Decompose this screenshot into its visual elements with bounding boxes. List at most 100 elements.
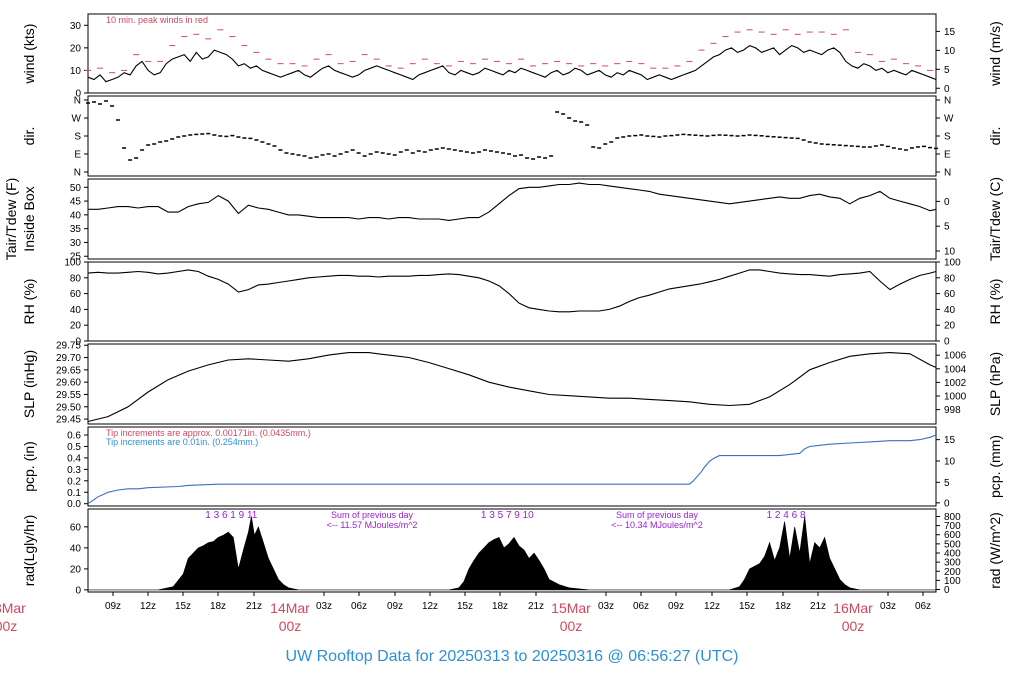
x-tick-label: 21z	[528, 601, 544, 612]
rad-sum-note-title: Sum of previous day	[331, 510, 414, 520]
pcp-ytick-left: 0.0	[67, 499, 81, 510]
rh-ytick-left: 20	[70, 321, 82, 332]
x-tick-label: 09z	[668, 601, 684, 612]
pcp-annotation-approx: Tip increments are approx. 0.00171in. (0…	[106, 428, 311, 438]
x-tick-label: 15z	[739, 601, 755, 612]
x-tick-label: 12z	[704, 601, 720, 612]
slp-frame	[87, 343, 937, 425]
rh-ytick-left: 80	[70, 273, 82, 284]
slp-ytick-right: 1002	[944, 378, 967, 389]
x-day-label: 16Mar	[833, 600, 873, 616]
pcp-ytick-left: 0.3	[67, 465, 81, 476]
rad-sum-note-value: <-- 11.57 MJoules/m^2	[327, 520, 418, 530]
rh-ytick-left: 60	[70, 289, 82, 300]
slp-ytick-left: 29.75	[56, 341, 81, 352]
rh-ytick-left: 0	[75, 337, 81, 348]
rh-ytick-left: 100	[64, 258, 81, 269]
x-tick-label: 03z	[598, 601, 614, 612]
slp-ytick-right: 1000	[944, 392, 967, 403]
x-tick-label: 21z	[246, 601, 262, 612]
rh-ytick-right: 100	[944, 258, 961, 269]
rad-ytick-right: 600	[944, 530, 961, 541]
wind-annotation: 10 min. peak winds in red	[106, 15, 208, 25]
slp-ytick-left: 29.55	[56, 390, 81, 401]
rh-ytick-right: 60	[944, 289, 956, 300]
wind-ytick-right: 15	[944, 27, 956, 38]
tair-ytick-left: 30	[70, 238, 82, 249]
pcp-frame	[87, 426, 937, 507]
slp-ytick-left: 29.50	[56, 402, 81, 413]
rad-ytick-left: 0	[75, 585, 81, 596]
wind-ylabel-left: wind (kts)	[21, 24, 37, 85]
pcp-ytick-right: 5	[944, 478, 950, 489]
wind-ylabel-right: wind (m/s)	[987, 21, 1003, 87]
rh-ytick-left: 40	[70, 305, 82, 316]
tair-ytick-right: 5	[944, 222, 950, 233]
rh-ytick-right: 80	[944, 273, 956, 284]
rad-frame	[87, 508, 937, 593]
slp-ytick-left: 29.45	[56, 415, 81, 426]
rad-ytick-right: 0	[944, 585, 950, 596]
x-tick-label: 18z	[775, 601, 791, 612]
tair-line	[88, 182, 937, 221]
pcp-ytick-left: 0.1	[67, 488, 81, 499]
dir-ytick-right: E	[944, 150, 951, 161]
rad-hour-marks: 1 3 6 1 9 11	[205, 510, 258, 521]
wind-ytick-right: 10	[944, 46, 956, 57]
tair-ytick-left: 45	[70, 197, 82, 208]
rad-ytick-left: 40	[70, 543, 82, 554]
dir-ytick-left: N	[74, 168, 81, 179]
rad-ytick-right: 700	[944, 521, 961, 532]
tair-ytick-right: 10	[944, 247, 956, 258]
x-tick-label: 12z	[140, 601, 156, 612]
rad-ytick-right: 800	[944, 512, 961, 523]
pcp-ylabel-right: pcp. (mm)	[987, 435, 1003, 498]
pcp-ytick-left: 0.5	[67, 442, 81, 453]
rad-ytick-left: 20	[70, 564, 82, 575]
dir-ytick-left: S	[74, 132, 81, 143]
wind-ytick-left: 30	[70, 21, 82, 32]
x-day-label: 15Mar	[551, 600, 591, 616]
rh-ylabel-left: RH (%)	[21, 279, 37, 325]
slp-line	[87, 352, 937, 423]
x-tick-label: 03z	[316, 601, 332, 612]
x-day-hour-label: 00z	[560, 618, 583, 634]
pcp-ytick-right: 10	[944, 456, 956, 467]
slp-ytick-left: 29.70	[56, 353, 81, 364]
tair-ylabel-left: Inside Box	[21, 186, 37, 251]
dir-ytick-left: W	[72, 114, 82, 125]
dir-ytick-right: S	[944, 132, 951, 143]
x-day-hour-label: 00z	[0, 618, 17, 634]
rh-ytick-right: 40	[944, 305, 956, 316]
tair-ytick-left: 35	[70, 224, 82, 235]
dir-ytick-left: N	[74, 96, 81, 107]
wind-ytick-left: 10	[70, 66, 82, 77]
rad-sum-note-title: Sum of previous day	[616, 510, 699, 520]
rad-hour-marks: 1 2 4 6 8	[767, 510, 806, 521]
x-tick-label: 15z	[175, 601, 191, 612]
wind-ytick-left: 20	[70, 43, 82, 54]
slp-ylabel-left: SLP (inHg)	[21, 350, 37, 418]
x-tick-label: 06z	[915, 601, 931, 612]
wind-ytick-left: 0	[75, 89, 81, 100]
slp-ytick-right: 1006	[944, 351, 967, 362]
x-tick-label: 09z	[387, 601, 403, 612]
rh-ytick-right: 20	[944, 321, 956, 332]
tair-frame	[87, 178, 937, 260]
rad-hour-marks: 1 3 5 7 9 10	[481, 510, 534, 521]
dir-ytick-right: N	[944, 96, 951, 107]
x-tick-label: 09z	[105, 601, 121, 612]
rad-ytick-right: 200	[944, 567, 961, 578]
x-tick-label: 12z	[422, 601, 438, 612]
rad-area	[87, 516, 937, 591]
tair-ylabel-left: Tair/Tdew (F)	[3, 178, 19, 260]
x-tick-label: 18z	[492, 601, 508, 612]
rad-sum-note-value: <-- 10.34 MJoules/m^2	[611, 520, 703, 530]
x-day-hour-label: 00z	[842, 618, 865, 634]
pcp-ytick-left: 0.6	[67, 431, 81, 442]
rh-frame	[87, 261, 937, 342]
pcp-ytick-left: 0.4	[67, 453, 81, 464]
wind-ytick-right: 0	[944, 84, 950, 95]
tair-ytick-right: 0	[944, 197, 950, 208]
dir-ytick-right: W	[944, 114, 954, 125]
